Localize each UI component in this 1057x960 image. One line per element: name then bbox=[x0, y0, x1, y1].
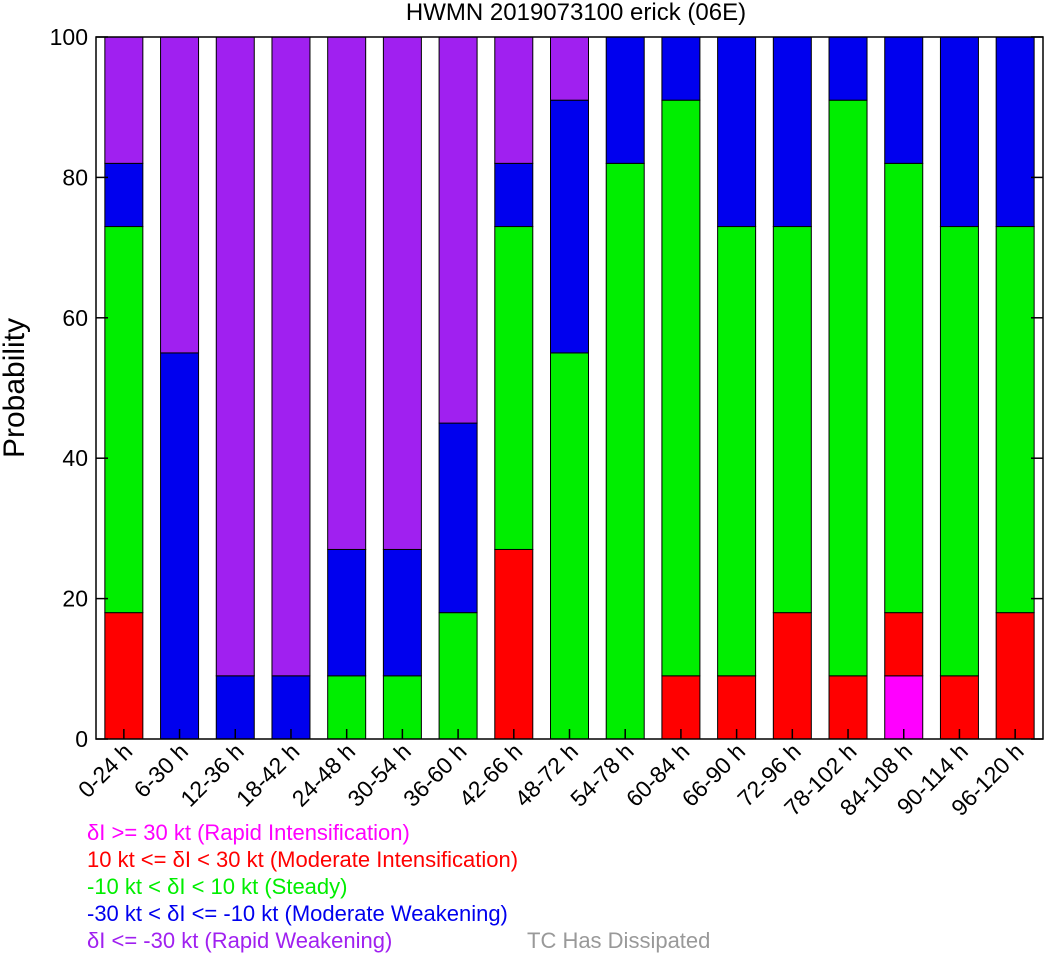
bar-segment-0-24h-series3 bbox=[104, 162, 144, 228]
bar-segment-0-24h-series1 bbox=[104, 612, 144, 740]
bar-segment-54-78h-series2 bbox=[605, 162, 645, 740]
bar-segment-36-60h-series4 bbox=[438, 36, 478, 424]
bar-segment-36-60h-series3 bbox=[438, 422, 478, 614]
bar-segment-54-78h-series3 bbox=[605, 36, 645, 164]
bar-segment-0-24h-series4 bbox=[104, 36, 144, 164]
bar-segment-66-90h-series3 bbox=[717, 36, 757, 228]
bar-segment-42-66h-series3 bbox=[494, 162, 534, 228]
y-axis-label: Probability bbox=[0, 318, 31, 458]
bar-segment-66-90h-series1 bbox=[717, 675, 757, 740]
y-tick-label: 100 bbox=[50, 24, 88, 50]
bar-segment-6-30h-series4 bbox=[160, 36, 200, 354]
bar-segment-96-120h-series2 bbox=[995, 226, 1035, 614]
legend-rapid-intensification: δI >= 30 kt (Rapid Intensification) bbox=[87, 820, 410, 845]
bar-segment-48-72h-series2 bbox=[550, 352, 589, 740]
bar-segment-12-36h-series4 bbox=[215, 36, 255, 677]
bar-segment-30-54h-series2 bbox=[382, 675, 422, 740]
bar-segment-84-108h-series1 bbox=[884, 612, 924, 677]
bar-segment-90-114h-series2 bbox=[939, 226, 979, 677]
bar-segment-42-66h-series2 bbox=[494, 226, 534, 550]
legend-moderate-intensification: 10 kt <= δI < 30 kt (Moderate Intensific… bbox=[87, 847, 519, 872]
bar-segment-30-54h-series4 bbox=[382, 36, 422, 550]
bar-segment-42-66h-series1 bbox=[494, 548, 534, 740]
bar-segment-24-48h-series4 bbox=[327, 36, 367, 550]
bar-segment-42-66h-series4 bbox=[494, 36, 534, 164]
bar-segment-72-96h-series1 bbox=[772, 612, 812, 740]
bar-segment-96-120h-series1 bbox=[995, 612, 1035, 740]
chart-title: HWMN 2019073100 erick (06E) bbox=[406, 0, 746, 26]
bar-segment-48-72h-series3 bbox=[550, 99, 589, 354]
legend-steady: -10 kt < δI < 10 kt (Steady) bbox=[87, 874, 348, 899]
y-tick-label: 0 bbox=[75, 726, 88, 752]
bar-segment-0-24h-series2 bbox=[104, 226, 144, 614]
bar-segment-60-84h-series3 bbox=[661, 36, 701, 101]
legend-tc-dissipated: TC Has Dissipated bbox=[527, 928, 711, 953]
bar-segment-12-36h-series3 bbox=[215, 675, 255, 740]
axes-group bbox=[95, 36, 1044, 740]
bar-segment-18-42h-series3 bbox=[271, 675, 311, 740]
bar-segment-78-102h-series3 bbox=[828, 36, 868, 101]
y-tick-label: 20 bbox=[62, 586, 88, 612]
y-tick-label: 60 bbox=[62, 305, 88, 331]
bar-segment-84-108h-series0 bbox=[884, 675, 924, 740]
bar-segment-90-114h-series3 bbox=[939, 36, 979, 228]
bar-segment-78-102h-series2 bbox=[828, 99, 868, 677]
bar-segment-72-96h-series3 bbox=[772, 36, 812, 228]
bar-segment-36-60h-series2 bbox=[438, 612, 478, 740]
bar-segment-72-96h-series2 bbox=[772, 226, 812, 614]
bars-group bbox=[104, 36, 1035, 740]
y-tick-label: 40 bbox=[62, 445, 88, 471]
bar-segment-6-30h-series3 bbox=[160, 352, 200, 740]
bar-segment-60-84h-series2 bbox=[661, 99, 701, 677]
bar-segment-24-48h-series3 bbox=[327, 548, 367, 677]
bar-segment-48-72h-series4 bbox=[550, 36, 589, 101]
y-tick-label: 80 bbox=[62, 164, 88, 190]
bar-segment-96-120h-series3 bbox=[995, 36, 1035, 228]
bar-segment-84-108h-series2 bbox=[884, 162, 924, 614]
legend-rapid-weakening: δI <= -30 kt (Rapid Weakening) bbox=[87, 928, 393, 953]
bar-segment-66-90h-series2 bbox=[717, 226, 757, 677]
bar-segment-30-54h-series3 bbox=[382, 548, 422, 677]
x-tick-labels: 0-24 h6-30 h12-36 h18-42 h24-48 h30-54 h… bbox=[73, 738, 1029, 821]
bar-segment-18-42h-series4 bbox=[271, 36, 311, 677]
y-tick-labels: 0 20 40 60 80 100 bbox=[50, 24, 88, 752]
legend-moderate-weakening: -30 kt < δI <= -10 kt (Moderate Weakenin… bbox=[87, 901, 508, 926]
bar-segment-84-108h-series3 bbox=[884, 36, 924, 164]
